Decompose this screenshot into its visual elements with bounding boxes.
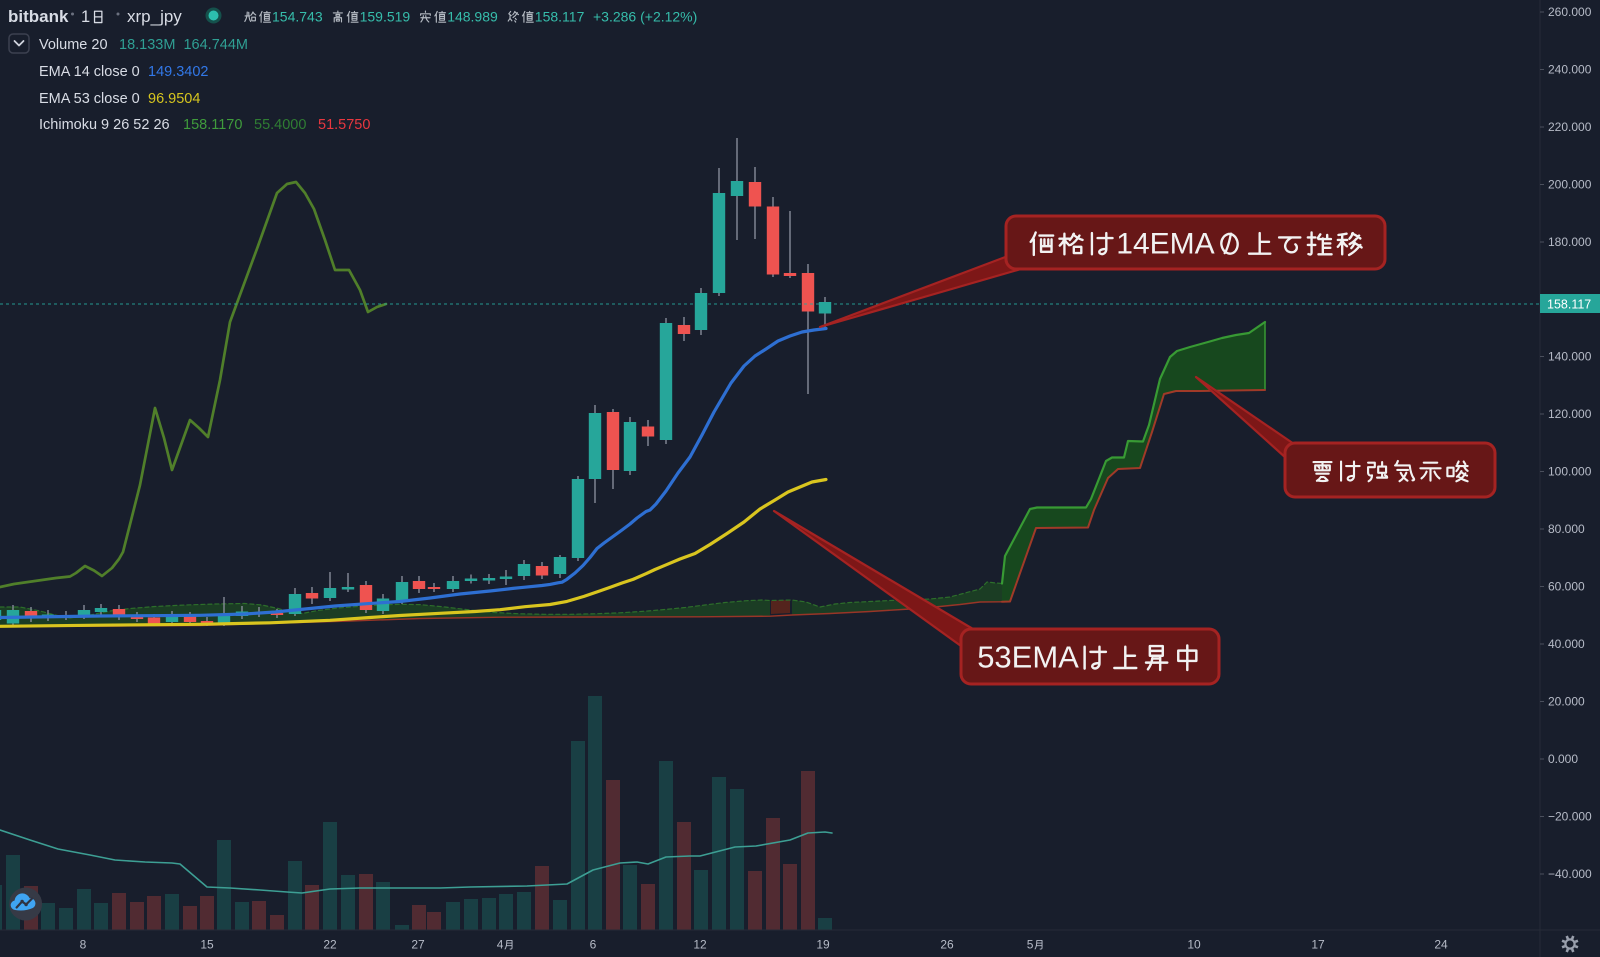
svg-text:40.000: 40.000 bbox=[1548, 637, 1585, 651]
svg-text:17: 17 bbox=[1311, 938, 1325, 952]
svg-text:100.000: 100.000 bbox=[1548, 465, 1592, 479]
svg-text:EMA 53 close 0: EMA 53 close 0 bbox=[39, 91, 140, 107]
svg-text:260.000: 260.000 bbox=[1548, 5, 1592, 19]
svg-text:60.000: 60.000 bbox=[1548, 580, 1585, 594]
svg-text:27: 27 bbox=[411, 938, 425, 952]
svg-text:Ichimoku 9 26 52 26: Ichimoku 9 26 52 26 bbox=[39, 117, 170, 133]
svg-text:24: 24 bbox=[1434, 938, 1448, 952]
svg-text:15: 15 bbox=[200, 938, 214, 952]
svg-text:80.000: 80.000 bbox=[1548, 522, 1585, 536]
svg-text:xrp_jpy: xrp_jpy bbox=[127, 7, 182, 26]
svg-text:55.4000: 55.4000 bbox=[254, 117, 306, 133]
svg-text:5: 5 bbox=[1027, 938, 1034, 952]
svg-text:6: 6 bbox=[590, 938, 597, 952]
svg-text:bitbank: bitbank bbox=[8, 7, 69, 26]
svg-text:220.000: 220.000 bbox=[1548, 120, 1592, 134]
svg-text:120.000: 120.000 bbox=[1548, 407, 1592, 421]
svg-text:96.9504: 96.9504 bbox=[148, 91, 200, 107]
svg-text:200.000: 200.000 bbox=[1548, 178, 1592, 192]
svg-text:1: 1 bbox=[81, 8, 90, 26]
svg-text:12: 12 bbox=[693, 938, 707, 952]
svg-text:−40.000: −40.000 bbox=[1548, 867, 1592, 881]
svg-text:19: 19 bbox=[816, 938, 830, 952]
svg-text:149.3402: 149.3402 bbox=[148, 64, 208, 80]
svg-text:158.117: 158.117 bbox=[535, 9, 585, 25]
svg-text:22: 22 bbox=[323, 938, 337, 952]
svg-text:180.000: 180.000 bbox=[1548, 235, 1592, 249]
svg-text:20.000: 20.000 bbox=[1548, 695, 1585, 709]
svg-text:EMA 14 close 0: EMA 14 close 0 bbox=[39, 64, 140, 80]
svg-text:10: 10 bbox=[1187, 938, 1201, 952]
svg-text:18.133M 164.744M: 18.133M 164.744M bbox=[119, 37, 248, 53]
svg-text:0.000: 0.000 bbox=[1548, 752, 1578, 766]
svg-text:159.519: 159.519 bbox=[360, 9, 411, 25]
svg-text:140.000: 140.000 bbox=[1548, 350, 1592, 364]
svg-text:240.000: 240.000 bbox=[1548, 63, 1592, 77]
svg-text:26: 26 bbox=[940, 938, 954, 952]
svg-text:148.989: 148.989 bbox=[447, 9, 498, 25]
svg-text:8: 8 bbox=[80, 938, 87, 952]
svg-text:Volume 20: Volume 20 bbox=[39, 37, 108, 53]
svg-text:4: 4 bbox=[497, 938, 504, 952]
svg-text:154.743: 154.743 bbox=[272, 9, 323, 25]
svg-text:53EMA: 53EMA bbox=[977, 640, 1079, 675]
svg-text:51.5750: 51.5750 bbox=[318, 117, 370, 133]
svg-text:14EMA: 14EMA bbox=[1116, 227, 1214, 260]
svg-text:+3.286 (+2.12%): +3.286 (+2.12%) bbox=[593, 9, 697, 25]
svg-text:158.1170: 158.1170 bbox=[183, 117, 242, 133]
svg-text:−20.000: −20.000 bbox=[1548, 810, 1592, 824]
svg-text:158.117: 158.117 bbox=[1547, 298, 1591, 312]
